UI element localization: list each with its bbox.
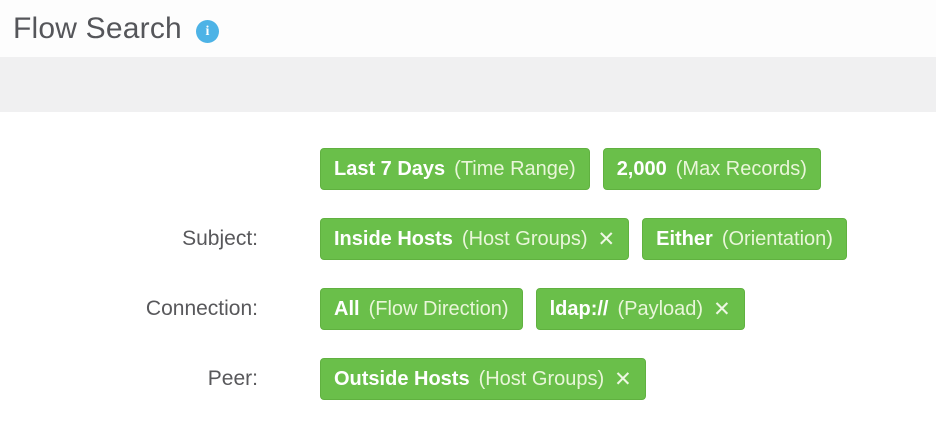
tag-group: Inside Hosts (Host Groups) ✕ Either (Ori… bbox=[320, 218, 847, 260]
tag-value: 2,000 bbox=[616, 157, 667, 180]
filter-row-connection: Connection: All (Flow Direction) ldap://… bbox=[0, 288, 936, 330]
tag-value: Either bbox=[656, 227, 713, 250]
tag-value: All bbox=[334, 297, 360, 320]
tag-category: (Time Range) bbox=[454, 157, 576, 180]
filter-tag-flow-direction[interactable]: All (Flow Direction) bbox=[320, 288, 523, 330]
row-label-connection: Connection: bbox=[145, 297, 258, 320]
remove-filter-icon[interactable]: ✕ bbox=[713, 297, 731, 321]
tag-value: Last 7 Days bbox=[334, 157, 446, 180]
filter-summary: Last 7 Days (Time Range) 2,000 (Max Reco… bbox=[0, 112, 936, 400]
remove-filter-icon[interactable]: ✕ bbox=[597, 227, 616, 251]
filter-tag-payload[interactable]: ldap:// (Payload) ✕ bbox=[535, 288, 745, 330]
page-title: Flow Search bbox=[13, 11, 182, 45]
page-header: Flow Search i bbox=[0, 0, 936, 57]
tag-category: (Max Records) bbox=[675, 157, 807, 180]
tag-category: (Host Groups) bbox=[461, 227, 588, 250]
tag-value: ldap:// bbox=[549, 297, 609, 320]
row-label-peer: Peer: bbox=[207, 367, 258, 390]
tag-category: (Host Groups) bbox=[478, 367, 605, 390]
row-label-subject: Subject: bbox=[182, 227, 258, 250]
remove-filter-icon[interactable]: ✕ bbox=[614, 367, 632, 391]
filter-row-subject: Subject: Inside Hosts (Host Groups) ✕ Ei… bbox=[0, 218, 936, 260]
tag-category: (Flow Direction) bbox=[368, 297, 509, 320]
tag-category: (Payload) bbox=[617, 297, 704, 320]
filter-tag-time-range[interactable]: Last 7 Days (Time Range) bbox=[320, 148, 590, 190]
tag-group: Last 7 Days (Time Range) 2,000 (Max Reco… bbox=[320, 148, 821, 190]
tag-group: All (Flow Direction) ldap:// (Payload) ✕ bbox=[320, 288, 745, 330]
tag-value: Inside Hosts bbox=[334, 227, 453, 250]
filter-row-time: Last 7 Days (Time Range) 2,000 (Max Reco… bbox=[0, 148, 936, 190]
tag-group: Outside Hosts (Host Groups) ✕ bbox=[320, 358, 646, 400]
filter-tag-subject-host-groups[interactable]: Inside Hosts (Host Groups) ✕ bbox=[320, 218, 630, 260]
filter-tag-max-records[interactable]: 2,000 (Max Records) bbox=[602, 148, 821, 190]
info-icon[interactable]: i bbox=[195, 20, 219, 43]
header-band bbox=[0, 57, 936, 112]
filter-tag-peer-host-groups[interactable]: Outside Hosts (Host Groups) ✕ bbox=[320, 358, 646, 400]
filter-row-peer: Peer: Outside Hosts (Host Groups) ✕ bbox=[0, 358, 936, 400]
tag-category: (Orientation) bbox=[721, 227, 833, 250]
filter-tag-orientation[interactable]: Either (Orientation) bbox=[642, 218, 847, 260]
tag-value: Outside Hosts bbox=[334, 367, 470, 390]
